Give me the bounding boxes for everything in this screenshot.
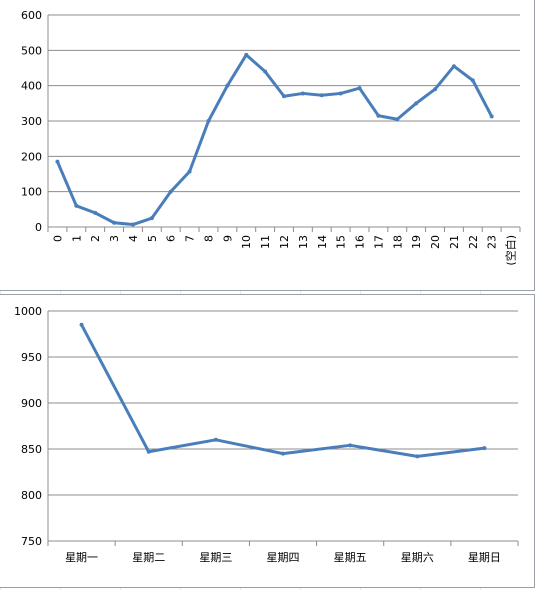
hourly-x-tick-label: 17 (372, 235, 385, 249)
hourly-data-point (395, 117, 400, 122)
weekday-y-tick-label: 1000 (14, 305, 42, 318)
weekday-y-tick-label: 950 (21, 351, 42, 364)
hourly-y-tick-label: 200 (21, 150, 42, 163)
hourly-data-point (55, 159, 60, 164)
hourly-data-point (376, 113, 381, 118)
hourly-data-point (112, 220, 117, 225)
hourly-data-point (130, 222, 135, 227)
hourly-x-tick-label: 18 (391, 235, 404, 249)
hourly-x-tick-label: 22 (467, 235, 480, 249)
hourly-x-tick-label: 11 (259, 235, 272, 249)
hourly-data-point (206, 119, 211, 123)
hourly-y-tick-label: 500 (21, 44, 42, 57)
hourly-y-tick-label: 0 (35, 221, 42, 234)
hourly-x-tick-label: 16 (354, 235, 367, 249)
hourly-x-tick-label: 23 (486, 235, 499, 249)
hourly-x-tick-label: 8 (202, 235, 215, 242)
weekday-series-line (80, 323, 486, 458)
hourly-x-tick-label: 13 (297, 235, 310, 249)
weekday-x-tick-label: 星期四 (267, 551, 300, 564)
weekday-y-tick-label: 800 (21, 489, 42, 502)
hourly-data-point (433, 87, 438, 92)
weekday-x-tick-label: 星期日 (468, 551, 501, 564)
hourly-x-tick-label: 15 (335, 235, 348, 249)
hourly-x-tick-label: 14 (316, 235, 329, 249)
hourly-x-tick-label: 3 (108, 235, 121, 242)
weekday-data-point (415, 454, 420, 459)
weekday-data-point (79, 322, 84, 327)
hourly-data-point (414, 101, 419, 106)
hourly-series-line (55, 53, 494, 227)
hourly-x-tick-label: 5 (146, 235, 159, 242)
hourly-data-point (470, 78, 475, 83)
hourly-x-tick-label: (空白) (504, 235, 518, 266)
weekday-data-point (281, 451, 285, 456)
hourly-data-point (244, 52, 249, 57)
hourly-x-tick-label: 19 (410, 235, 423, 249)
hourly-data-point (187, 169, 192, 174)
hourly-x-tick-label: 7 (184, 235, 197, 242)
weekday-data-point (213, 437, 218, 442)
hourly-x-tick-label: 4 (127, 235, 140, 242)
hourly-data-point (338, 91, 343, 96)
hourly-data-point (263, 69, 268, 74)
hourly-data-point (451, 64, 456, 69)
hourly-x-tick-label: 20 (429, 235, 442, 249)
hourly-data-point (282, 94, 286, 99)
weekday-data-point (348, 443, 353, 448)
hourly-data-point (74, 203, 79, 208)
hourly-y-tick-label: 100 (21, 186, 42, 199)
hourly-line-chart[interactable]: 0 100 200 300 400 500 600 0 1 2 3 4 5 6 7 8 9 10 11 12 13 14 1… (0, 0, 535, 291)
hourly-x-tick-label: 0 (51, 235, 64, 242)
weekday-y-tick-label: 850 (21, 443, 42, 456)
hourly-x-tick-label: 2 (89, 235, 102, 242)
hourly-data-point (225, 83, 230, 88)
hourly-x-tick-label: 21 (448, 235, 461, 249)
hourly-data-point (319, 93, 324, 98)
weekday-x-tick-label: 星期五 (334, 551, 367, 564)
hourly-data-point (489, 114, 494, 119)
hourly-y-tick-label: 400 (21, 80, 42, 93)
weekday-chart-svg: 750 800 850 900 950 1000 星期一 星期二 星期三 星期四 星期五 星期六 星期日 (14, 305, 519, 564)
hourly-x-tick-label: 10 (240, 235, 253, 249)
weekday-x-tick-label: 星期一 (65, 551, 98, 564)
weekday-line-chart[interactable]: 750 800 850 900 950 1000 星期一 星期二 星期三 星期四 星期五 星期六 星期日 (0, 294, 535, 588)
weekday-y-tick-label: 750 (21, 535, 42, 548)
hourly-data-point (168, 189, 173, 194)
hourly-y-tick-label: 600 (21, 9, 42, 22)
hourly-y-tick-label: 300 (21, 115, 42, 128)
weekday-data-point (482, 446, 487, 451)
hourly-data-point (300, 91, 305, 96)
hourly-x-tick-label: 9 (221, 235, 234, 242)
weekday-data-point (146, 449, 151, 454)
hourly-x-tick-label: 1 (70, 235, 83, 242)
hourly-x-tick-label: 6 (165, 235, 178, 242)
weekday-x-tick-label: 星期六 (401, 551, 434, 564)
hourly-data-point (149, 216, 154, 221)
weekday-x-tick-label: 星期二 (132, 551, 165, 564)
hourly-data-point (93, 210, 98, 215)
hourly-x-tick-label: 12 (278, 235, 291, 249)
hourly-data-point (357, 86, 362, 91)
weekday-y-tick-label: 900 (21, 397, 42, 410)
weekday-x-tick-label: 星期三 (199, 551, 232, 564)
